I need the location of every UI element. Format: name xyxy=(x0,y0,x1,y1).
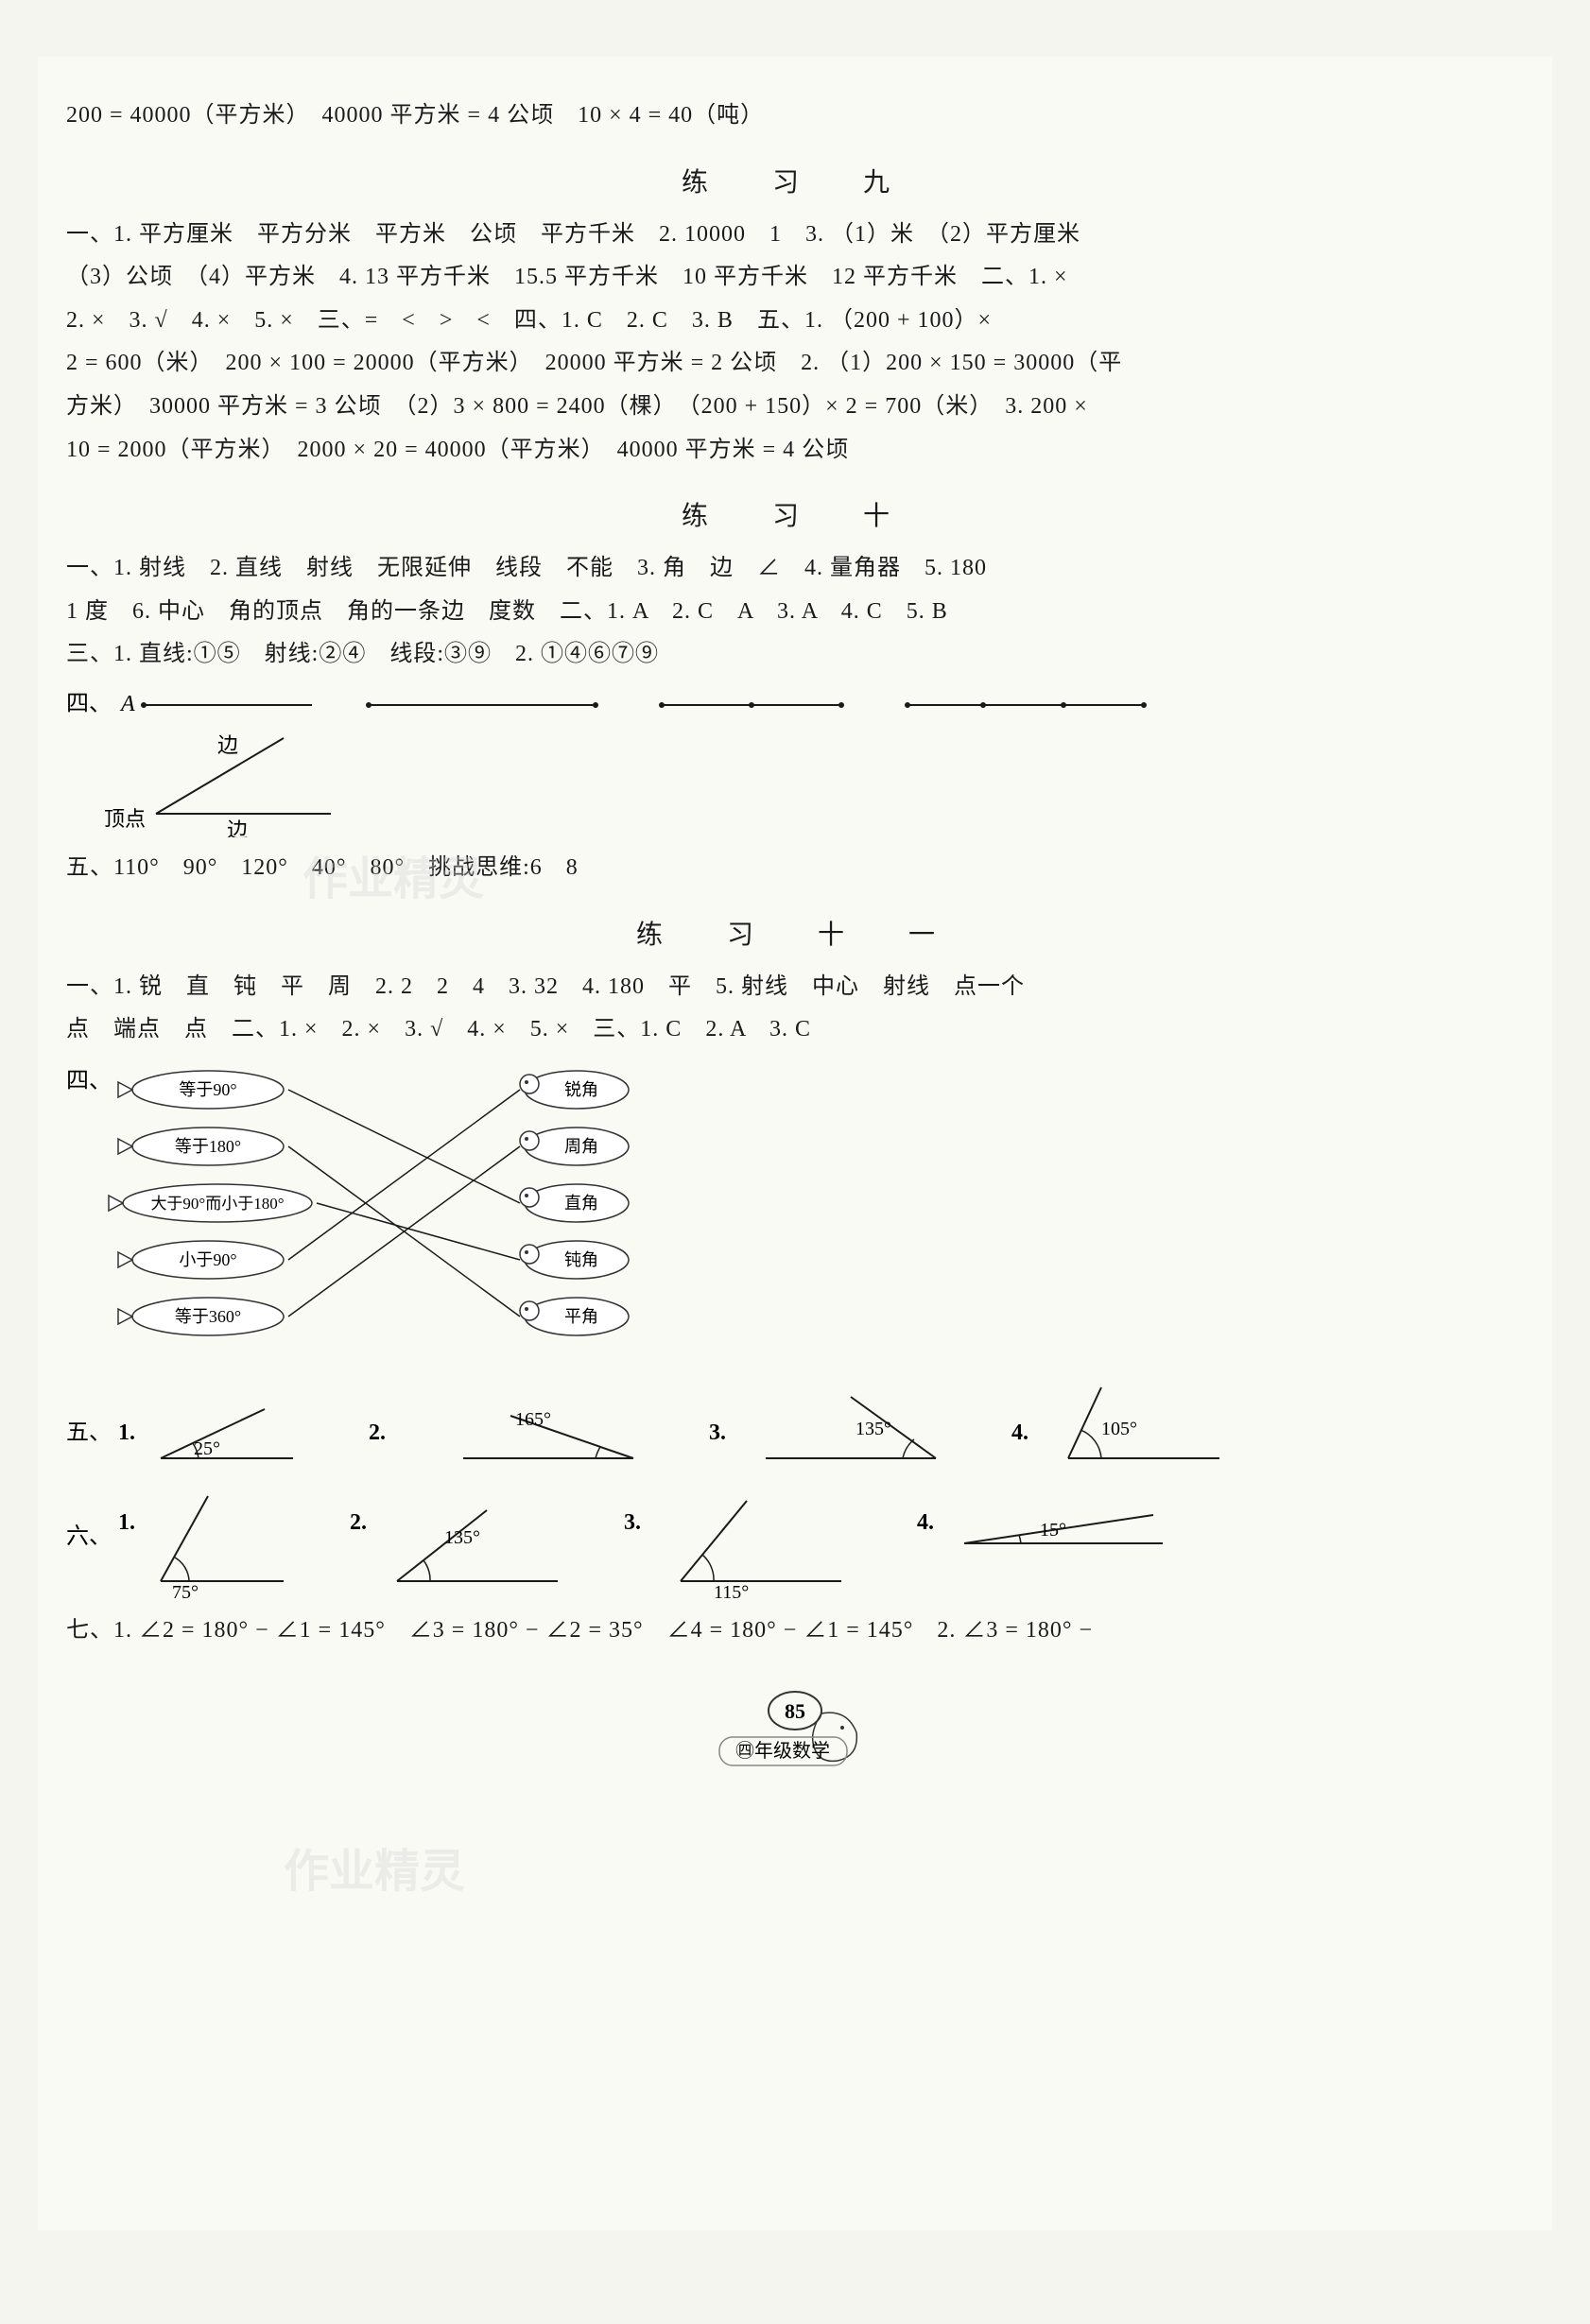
label-A: A xyxy=(119,692,135,716)
svg-text:75°: 75° xyxy=(172,1582,199,1600)
ex10-four-diagram: 四、 A 边 边 xyxy=(66,686,1524,837)
ex10-four-prefix: 四、 xyxy=(66,692,112,716)
svg-text:4.: 4. xyxy=(1011,1420,1028,1445)
segments-row xyxy=(366,702,1147,708)
svg-text:等于90°: 等于90° xyxy=(179,1080,236,1099)
ex10-five-line: 五、110° 90° 120° 40° 80° 挑战思维:6 8 xyxy=(66,847,1524,890)
svg-text:大于90°而小于180°: 大于90°而小于180° xyxy=(150,1195,284,1213)
match-lines xyxy=(288,1090,520,1317)
ex11-four-prefix: 四、 xyxy=(66,1069,112,1093)
right-bubbles: 锐角 周角 直角 钝角 xyxy=(520,1071,629,1335)
svg-text:锐角: 锐角 xyxy=(564,1080,598,1099)
watermark-text: 作业精灵 xyxy=(284,1833,465,1900)
ex9-line: 2 = 600（米） 200 × 100 = 20000（平方米） 20000 … xyxy=(66,342,1524,386)
ex9-line: 一、1. 平方厘米 平方分米 平方米 公顷 平方千米 2. 10000 1 3.… xyxy=(66,214,1524,257)
six-prefix: 六、 xyxy=(66,1524,112,1549)
svg-text:15°: 15° xyxy=(1040,1520,1066,1541)
ex10-line: 三、1. 直线:①⑤ 射线:②④ 线段:③⑨ 2. ①④⑥⑦⑨ xyxy=(66,633,1524,677)
ex9-line: 方米） 30000 平方米 = 3 公顷 （2）3 × 800 = 2400（棵… xyxy=(66,386,1524,429)
svg-text:2.: 2. xyxy=(350,1510,367,1535)
label-edge: 边 xyxy=(217,733,238,757)
label-vertex: 顶点 xyxy=(104,807,146,831)
svg-text:直角: 直角 xyxy=(564,1194,598,1213)
svg-text:等于180°: 等于180° xyxy=(175,1137,241,1156)
five-prefix: 五、 xyxy=(66,1420,112,1445)
footer-svg: 85 ㊃年级数学 xyxy=(700,1690,890,1775)
section-title-9: 练 习 九 xyxy=(66,162,1524,199)
svg-text:等于360°: 等于360° xyxy=(175,1307,241,1326)
svg-text:1.: 1. xyxy=(118,1420,135,1445)
six-svg: 六、 1. 75° 2. 135° 3. 115° 4. 15° xyxy=(66,1487,1390,1600)
svg-text:1.: 1. xyxy=(118,1510,135,1535)
ex11-matching-diagram: 四、 等于90° 等于180° 大于90°而小于180° xyxy=(66,1061,1524,1373)
svg-text:135°: 135° xyxy=(444,1527,480,1548)
svg-text:小于90°: 小于90° xyxy=(179,1250,236,1269)
page-footer: 85 ㊃年级数学 xyxy=(66,1690,1524,1775)
ex11-line: 一、1. 锐 直 钝 平 周 2. 2 2 4 3. 32 4. 180 平 5… xyxy=(66,966,1524,1009)
ex9-line: 2. × 3. √ 4. × 5. × 三、= < > < 四、1. C 2. … xyxy=(66,300,1524,343)
svg-text:4.: 4. xyxy=(917,1510,934,1535)
ex10-line: 一、1. 射线 2. 直线 射线 无限延伸 线段 不能 3. 角 边 ∠ 4. … xyxy=(66,547,1524,591)
svg-text:25°: 25° xyxy=(194,1438,220,1459)
svg-text:105°: 105° xyxy=(1101,1419,1137,1439)
svg-text:周角: 周角 xyxy=(564,1137,598,1156)
left-bubbles: 等于90° 等于180° 大于90°而小于180° 小于90° xyxy=(109,1071,312,1335)
ex9-line: 10 = 2000（平方米） 2000 × 20 = 40000（平方米） 40… xyxy=(66,429,1524,473)
svg-text:钝角: 钝角 xyxy=(564,1250,598,1269)
svg-text:85: 85 xyxy=(785,1699,805,1723)
svg-text:㊃年级数学: ㊃年级数学 xyxy=(735,1740,830,1762)
section-title-11: 练 习 十 一 xyxy=(66,914,1524,952)
label-edge: 边 xyxy=(227,818,248,837)
ex11-seven-line: 七、1. ∠2 = 180° − ∠1 = 145° ∠3 = 180° − ∠… xyxy=(66,1610,1524,1653)
svg-text:115°: 115° xyxy=(714,1582,749,1600)
ex10-line: 1 度 6. 中心 角的顶点 角的一条边 度数 二、1. A 2. C A 3.… xyxy=(66,591,1524,634)
svg-text:135°: 135° xyxy=(855,1419,891,1439)
svg-text:165°: 165° xyxy=(515,1409,551,1430)
ex9-line: （3）公顷 （4）平方米 4. 13 平方千米 15.5 平方千米 10 平方千… xyxy=(66,256,1524,300)
ex11-line: 点 端点 点 二、1. × 2. × 3. √ 4. × 5. × 三、1. C… xyxy=(66,1008,1524,1052)
ex11-six-diagram: 六、 1. 75° 2. 135° 3. 115° 4. 15° xyxy=(66,1487,1524,1600)
page-container: 作业精灵 作业精灵 200 = 40000（平方米） 40000 平方米 = 4… xyxy=(38,57,1552,2230)
svg-text:平角: 平角 xyxy=(564,1307,598,1326)
five-svg: 五、 1. 25° 2. 165° 3. 135° 4. 105° xyxy=(66,1383,1390,1477)
top-formula-line: 200 = 40000（平方米） 40000 平方米 = 4 公顷 10 × 4… xyxy=(66,95,1524,138)
ex11-five-diagram: 五、 1. 25° 2. 165° 3. 135° 4. 105° xyxy=(66,1383,1524,1477)
svg-text:2.: 2. xyxy=(369,1420,386,1445)
ex10-four-svg: 四、 A 边 边 xyxy=(66,686,1390,837)
section-title-10: 练 习 十 xyxy=(66,495,1524,533)
svg-text:3.: 3. xyxy=(624,1510,641,1535)
svg-text:3.: 3. xyxy=(709,1420,726,1445)
matching-svg: 四、 等于90° 等于180° 大于90°而小于180° xyxy=(66,1061,728,1373)
